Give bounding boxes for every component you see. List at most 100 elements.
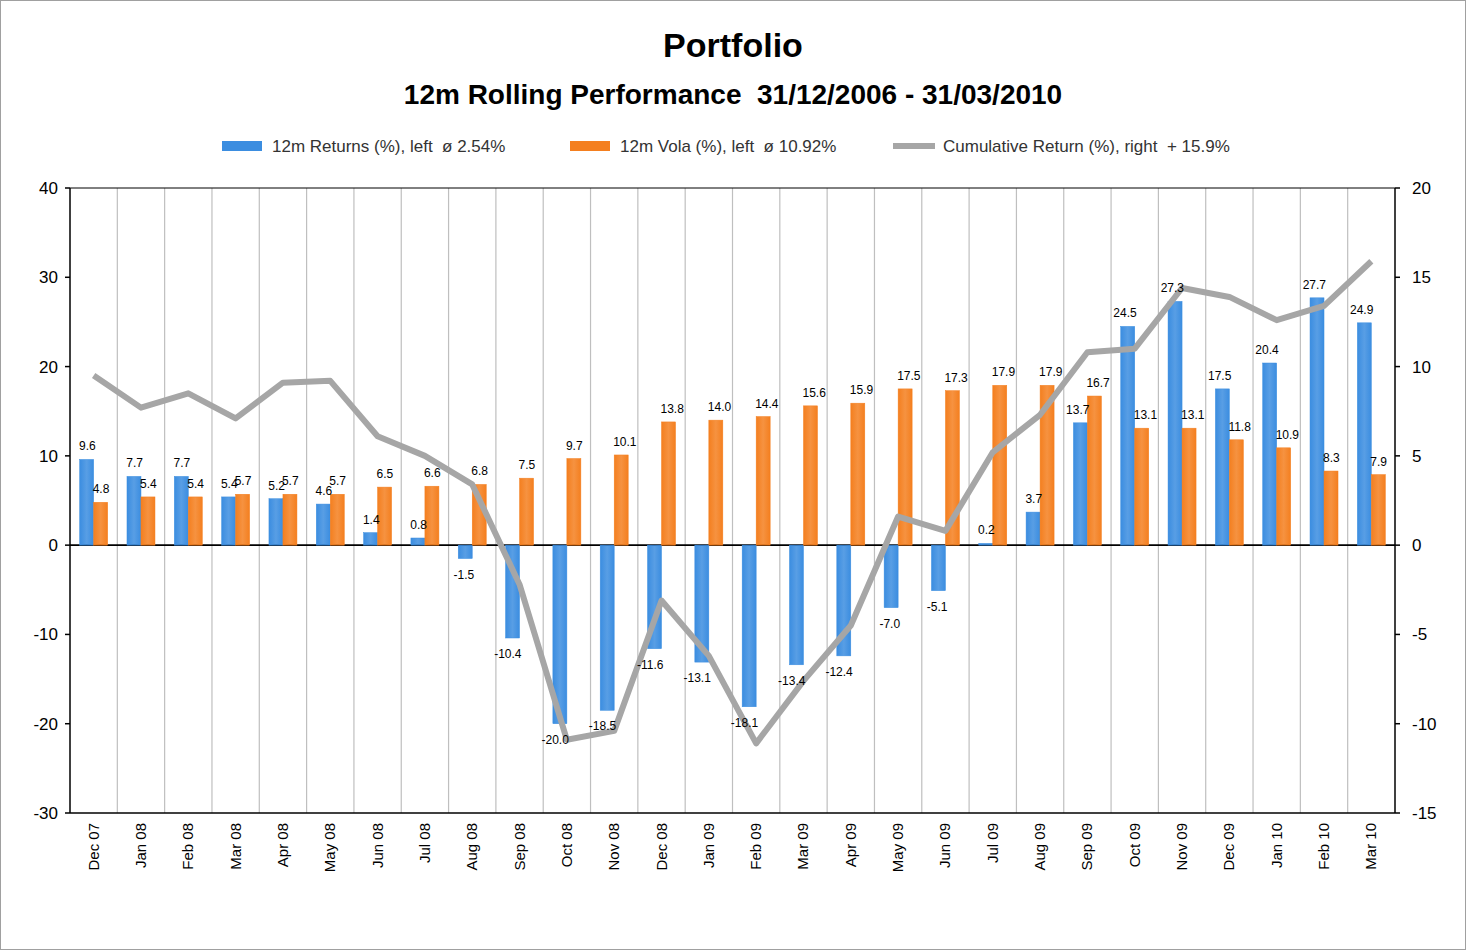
y2-tick-label: 0: [1412, 536, 1421, 555]
legend-label: 12m Returns (%), left ø 2.54%: [272, 137, 505, 156]
x-tick-label: Nov 08: [605, 823, 622, 871]
y2-axis-line: [1394, 188, 1396, 813]
grid-line: [969, 188, 970, 813]
data-label: 14.4: [755, 397, 779, 411]
data-label: 6.5: [377, 467, 394, 481]
y-tick-label: 10: [39, 447, 58, 466]
data-label: 0.2: [978, 523, 995, 537]
x-tick-label: Oct 08: [558, 823, 575, 867]
x-tick-label: Feb 09: [747, 823, 764, 870]
grid-line: [543, 188, 544, 813]
bar: [803, 406, 817, 545]
subtitle: 12m Rolling Performance 31/12/2006 - 31/…: [404, 79, 1062, 110]
title: Portfolio: [663, 26, 803, 64]
x-tick-label: Jun 08: [369, 823, 386, 868]
bar: [378, 487, 392, 545]
grid-line: [921, 188, 922, 813]
y2-tick: [1395, 544, 1400, 546]
x-tick-label: Apr 09: [842, 823, 859, 867]
grid-line: [685, 188, 686, 813]
y-tick: [65, 277, 70, 279]
line: [94, 261, 1372, 743]
bar: [425, 486, 439, 545]
x-tick-label: Feb 08: [179, 823, 196, 870]
data-label: 24.9: [1350, 303, 1374, 317]
grid-line: [1063, 188, 1064, 813]
data-label: -5.1: [927, 600, 948, 614]
bar: [1135, 428, 1149, 545]
legend-swatch: [222, 141, 262, 151]
x-tick-label: Dec 09: [1220, 823, 1237, 871]
grid-line: [306, 188, 307, 813]
data-label: -1.5: [454, 568, 475, 582]
x-tick-label: Aug 08: [463, 823, 480, 871]
bar: [1357, 323, 1371, 545]
data-label: 17.5: [897, 369, 921, 383]
bar: [884, 545, 898, 608]
data-label: 7.9: [1370, 455, 1387, 469]
y-tick-label: 0: [49, 536, 58, 555]
bar: [567, 459, 581, 546]
data-label: -18.1: [731, 716, 759, 730]
data-label: 0.8: [410, 518, 427, 532]
data-label: 15.6: [802, 386, 826, 400]
data-label: 3.7: [1025, 492, 1042, 506]
x-tick-label: Jul 08: [416, 823, 433, 863]
data-label: -10.4: [494, 647, 522, 661]
y2-tick-label: -15: [1412, 804, 1437, 823]
grid-line: [117, 188, 118, 813]
data-label: 24.5: [1113, 306, 1137, 320]
grid-line: [1205, 188, 1206, 813]
data-label: 27.3: [1161, 281, 1185, 295]
y2-tick-label: 20: [1412, 179, 1431, 198]
x-tick-label: Nov 09: [1173, 823, 1190, 871]
y-tick: [65, 187, 70, 189]
grid-line: [401, 188, 402, 813]
data-label: 10.9: [1276, 428, 1300, 442]
y2-tick: [1395, 634, 1400, 636]
bar: [1310, 298, 1324, 545]
grid-line: [779, 188, 780, 813]
y2-tick: [1395, 723, 1400, 725]
grid-line: [211, 188, 212, 813]
bar: [1168, 301, 1182, 545]
grid: [117, 188, 1347, 813]
y2-tick: [1395, 812, 1400, 814]
grid-line: [637, 188, 638, 813]
bar: [614, 455, 628, 545]
bar: [662, 422, 676, 545]
chart: Portfolio 12m Rolling Performance 31/12/2…: [0, 0, 1466, 950]
grid-line: [1252, 188, 1253, 813]
data-label: 7.7: [126, 456, 143, 470]
data-label: 13.1: [1181, 408, 1205, 422]
data-label: 7.5: [519, 458, 536, 472]
data-label: 20.4: [1255, 343, 1279, 357]
data-label: -13.1: [683, 671, 711, 685]
bar: [742, 545, 756, 707]
y-tick: [65, 812, 70, 814]
legend: 12m Returns (%), left ø 2.54%12m Vola (%…: [222, 137, 1230, 156]
bar: [1324, 471, 1338, 545]
x-tick-label: Dec 08: [653, 823, 670, 871]
bar: [330, 494, 344, 545]
data-label: 13.1: [1134, 408, 1158, 422]
x-tick-label: Mar 08: [227, 823, 244, 870]
x-tick-label: Sep 09: [1078, 823, 1095, 871]
data-label: 17.9: [1039, 365, 1063, 379]
bar: [80, 459, 94, 545]
grid-line: [827, 188, 828, 813]
y-tick-label: 30: [39, 268, 58, 287]
x-tick-label: Oct 09: [1126, 823, 1143, 867]
data-label: 5.7: [329, 474, 346, 488]
legend-label: Cumulative Return (%), right + 15.9%: [943, 137, 1230, 156]
bar: [756, 417, 770, 546]
data-label: 27.7: [1303, 278, 1327, 292]
y2-tick: [1395, 455, 1400, 457]
bar: [931, 545, 945, 591]
bar: [458, 545, 472, 558]
x-tick-label: Apr 08: [274, 823, 291, 867]
bar: [1371, 475, 1385, 546]
bar: [1229, 440, 1243, 545]
data-label: 5.7: [282, 474, 299, 488]
data-label: 10.1: [613, 435, 637, 449]
